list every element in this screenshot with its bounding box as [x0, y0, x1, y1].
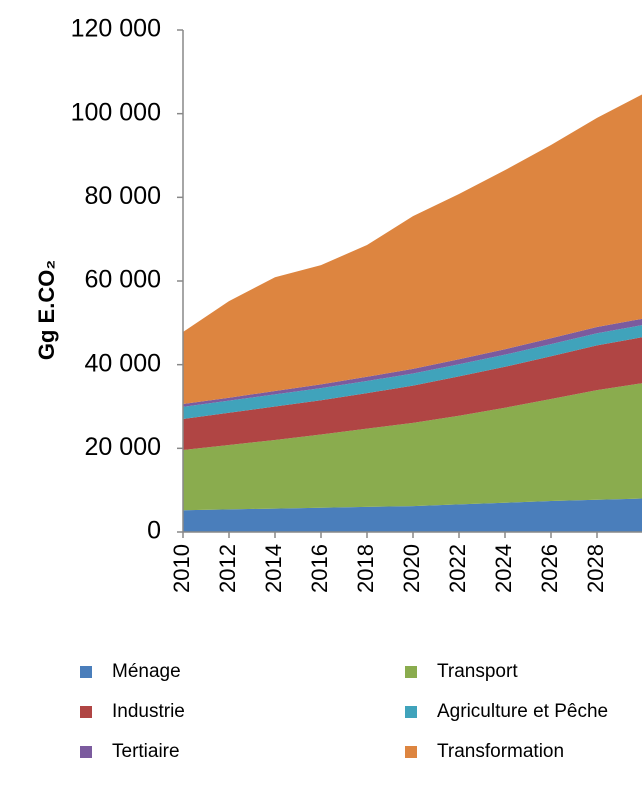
- legend-label: Ménage: [112, 661, 181, 682]
- y-tick-label: 120 000: [71, 15, 161, 43]
- legend-swatch: [80, 746, 92, 758]
- legend-label: Industrie: [112, 701, 185, 722]
- x-tick-label: 2022: [445, 544, 470, 593]
- x-tick-label: 2028: [583, 544, 608, 593]
- area: [183, 325, 642, 420]
- legend-label: Transport: [437, 661, 518, 682]
- area: [183, 318, 642, 407]
- legend-label: Agriculture et Pêche: [437, 701, 608, 722]
- x-tick-label: 2020: [399, 544, 424, 593]
- legend-swatch: [405, 666, 417, 678]
- y-tick-label: 80 000: [85, 182, 161, 210]
- x-tick-label: 2026: [537, 544, 562, 593]
- legend-swatch: [405, 706, 417, 718]
- y-tick-label: 60 000: [85, 266, 161, 294]
- x-tick-label: 2014: [261, 544, 286, 593]
- y-tick-label: 40 000: [85, 349, 161, 377]
- area: [183, 337, 642, 451]
- y-axis-label: Gg E.CO₂: [34, 260, 59, 360]
- x-tick-label: 2012: [215, 544, 240, 593]
- legend-swatch: [80, 666, 92, 678]
- legend-label: Tertiaire: [112, 741, 180, 762]
- legend-swatch: [405, 746, 417, 758]
- area: [183, 498, 642, 532]
- x-tick-label: 2018: [353, 544, 378, 593]
- x-tick-label: 2010: [169, 544, 194, 593]
- x-tick-label: 2016: [307, 544, 332, 593]
- y-tick-label: 100 000: [71, 98, 161, 126]
- area: [183, 94, 642, 404]
- x-tick-label: 2024: [491, 544, 516, 593]
- y-tick-label: 20 000: [85, 433, 161, 461]
- area: [183, 383, 642, 511]
- y-tick-label: 0: [147, 517, 161, 545]
- legend-label: Transformation: [437, 741, 564, 762]
- legend-swatch: [80, 706, 92, 718]
